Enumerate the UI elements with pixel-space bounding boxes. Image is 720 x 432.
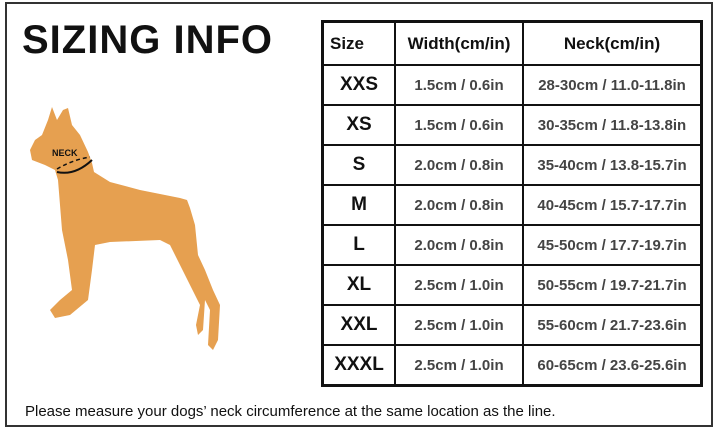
- table-row: XXL 2.5cm / 1.0in 55-60cm / 21.7-23.6in: [321, 304, 703, 346]
- width-cell: 2.5cm / 1.0in: [394, 344, 524, 387]
- size-cell: S: [321, 144, 396, 186]
- neck-cell: 35-40cm / 13.8-15.7in: [522, 144, 703, 186]
- header-width: Width(cm/in): [394, 20, 524, 66]
- width-cell: 2.5cm / 1.0in: [394, 264, 524, 306]
- size-cell: XL: [321, 264, 396, 306]
- width-cell: 1.5cm / 0.6in: [394, 64, 524, 106]
- page-title: SIZING INFO: [22, 18, 273, 62]
- table-row: M 2.0cm / 0.8in 40-45cm / 15.7-17.7in: [321, 184, 703, 226]
- width-cell: 1.5cm / 0.6in: [394, 104, 524, 146]
- table-row: XS 1.5cm / 0.6in 30-35cm / 11.8-13.8in: [321, 104, 703, 146]
- width-cell: 2.0cm / 0.8in: [394, 144, 524, 186]
- table-row: L 2.0cm / 0.8in 45-50cm / 17.7-19.7in: [321, 224, 703, 266]
- footer-note: Please measure your dogs’ neck circumfer…: [25, 403, 556, 420]
- table-row: S 2.0cm / 0.8in 35-40cm / 13.8-15.7in: [321, 144, 703, 186]
- size-cell: M: [321, 184, 396, 226]
- neck-label: NECK: [52, 148, 78, 158]
- table-row: XL 2.5cm / 1.0in 50-55cm / 19.7-21.7in: [321, 264, 703, 306]
- size-cell: XXL: [321, 304, 396, 346]
- size-cell: XS: [321, 104, 396, 146]
- dog-body: [30, 107, 220, 350]
- neck-cell: 30-35cm / 11.8-13.8in: [522, 104, 703, 146]
- width-cell: 2.0cm / 0.8in: [394, 184, 524, 226]
- neck-cell: 50-55cm / 19.7-21.7in: [522, 264, 703, 306]
- size-cell: XXXL: [321, 344, 396, 387]
- header-size: Size: [321, 20, 396, 66]
- neck-cell: 28-30cm / 11.0-11.8in: [522, 64, 703, 106]
- table-row: XXXL 2.5cm / 1.0in 60-65cm / 23.6-25.6in: [321, 344, 703, 387]
- neck-measure-line: [56, 159, 93, 174]
- table-header-row: Size Width(cm/in) Neck(cm/in): [321, 20, 703, 66]
- neck-cell: 55-60cm / 21.7-23.6in: [522, 304, 703, 346]
- size-table: Size Width(cm/in) Neck(cm/in) XXS 1.5cm /…: [321, 20, 703, 387]
- neck-cell: 45-50cm / 17.7-19.7in: [522, 224, 703, 266]
- neck-cell: 40-45cm / 15.7-17.7in: [522, 184, 703, 226]
- width-cell: 2.0cm / 0.8in: [394, 224, 524, 266]
- neck-measure-dashed-line: [56, 156, 91, 170]
- width-cell: 2.5cm / 1.0in: [394, 304, 524, 346]
- header-neck: Neck(cm/in): [522, 20, 703, 66]
- table-row: XXS 1.5cm / 0.6in 28-30cm / 11.0-11.8in: [321, 64, 703, 106]
- size-cell: XXS: [321, 64, 396, 106]
- size-cell: L: [321, 224, 396, 266]
- image-frame: [5, 2, 713, 427]
- neck-cell: 60-65cm / 23.6-25.6in: [522, 344, 703, 387]
- dog-silhouette-illustration: NECK: [30, 107, 220, 350]
